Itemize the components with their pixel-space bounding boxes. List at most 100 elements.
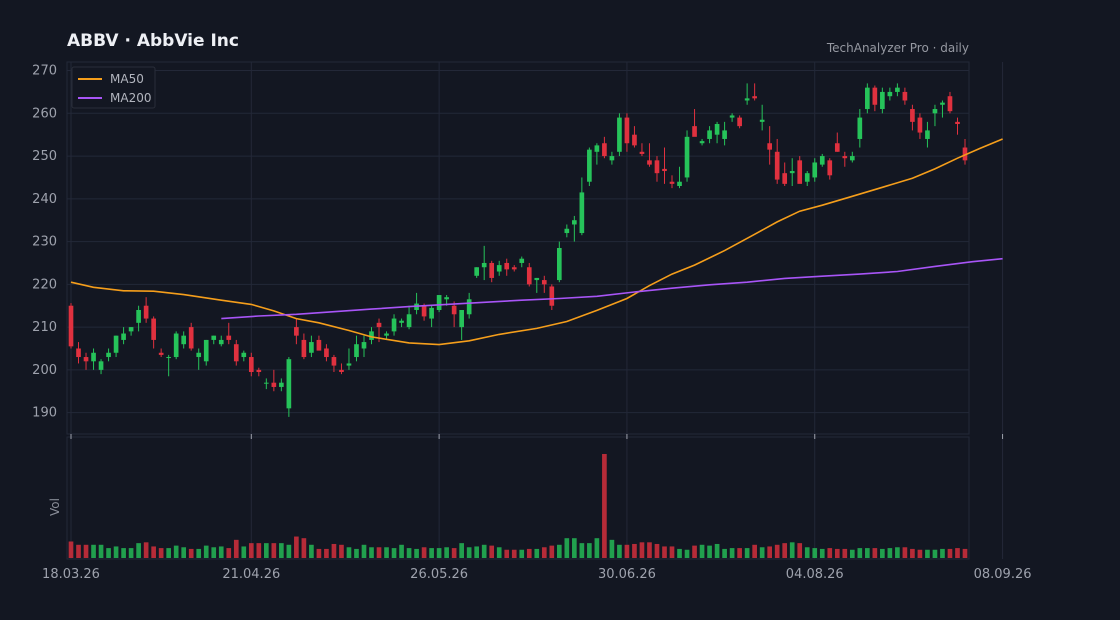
volume-bar (241, 546, 247, 558)
volume-bar (504, 549, 510, 558)
candle-body (692, 126, 697, 137)
candle-body (324, 348, 329, 358)
moving-average-lines (70, 138, 1003, 346)
candle-body (203, 339, 209, 362)
data-source-label: TechAnalyzer Pro · daily (826, 41, 969, 55)
volume-bars (68, 454, 968, 558)
volume-bar (714, 543, 720, 558)
candle-body (880, 91, 885, 110)
candle-body (857, 117, 863, 139)
candle-body (421, 305, 427, 317)
volume-bar (902, 547, 908, 558)
candle-body (68, 305, 74, 347)
volume-bar (466, 547, 472, 558)
volume-bar (369, 547, 374, 558)
volume-bar (887, 548, 893, 558)
candle-body (759, 119, 765, 122)
price-panel-frame (66, 61, 970, 435)
candle-body (196, 352, 202, 358)
volume-bar (692, 545, 697, 558)
volume-bar (203, 545, 209, 558)
volume-bar (925, 549, 930, 558)
y-tick-label: 250 (32, 149, 57, 164)
candle-body (910, 109, 915, 122)
volume-bar (444, 547, 449, 558)
candle-body (782, 173, 788, 184)
candle-body (91, 352, 96, 362)
volume-bar (181, 547, 187, 558)
volume-bar (436, 548, 442, 558)
volume-bar (602, 454, 607, 558)
volume-bar (474, 546, 480, 558)
candle-body (534, 277, 540, 281)
candle-body (173, 333, 179, 358)
volume-bar (587, 543, 592, 558)
volume-bar (391, 548, 397, 558)
volume-bar (226, 548, 232, 558)
candle-body (842, 156, 848, 159)
volume-bar (707, 545, 712, 558)
candle-body (752, 96, 757, 99)
volume-bar (722, 548, 727, 558)
candle-body (496, 265, 502, 272)
volume-bar (188, 548, 194, 558)
candle-body (962, 147, 968, 161)
x-tick-label: 18.03.26 (42, 567, 100, 582)
volume-bar (541, 547, 547, 558)
volume-bar (880, 548, 885, 558)
y-tick-label: 270 (32, 64, 57, 79)
volume-bar (279, 543, 284, 558)
candle-body (128, 327, 134, 332)
candle-body (511, 267, 517, 270)
candle-body (361, 342, 367, 349)
volume-bar (662, 546, 667, 558)
candle-body (714, 124, 720, 135)
volume-bar (309, 544, 314, 558)
candle-body (519, 258, 525, 263)
volume-bar (654, 543, 660, 558)
candle-body (654, 160, 660, 174)
candle-body (827, 160, 833, 176)
volume-bar (316, 548, 322, 558)
candle-body (541, 280, 547, 285)
volume-bar (834, 548, 840, 558)
volume-bar (526, 548, 532, 558)
candle-body (662, 168, 667, 172)
candle-body (925, 130, 930, 139)
volume-bar (549, 545, 555, 558)
y-tick-label: 210 (32, 320, 57, 335)
candle-body (617, 117, 622, 152)
volume-bar (579, 543, 585, 558)
candle-body (121, 333, 126, 340)
candle-body (526, 267, 532, 285)
volume-bar (143, 542, 149, 558)
volume-bar (256, 543, 262, 558)
candle-body (594, 145, 600, 152)
candle-body (98, 361, 104, 370)
candle-body (932, 109, 938, 114)
volume-bar (301, 538, 307, 558)
volume-bar (609, 539, 615, 558)
volume-bar (849, 549, 855, 558)
volume-bar (324, 548, 329, 558)
volume-bar (804, 547, 810, 558)
candle-body (917, 117, 923, 133)
volume-bar (136, 543, 141, 558)
candle-body (248, 357, 254, 372)
candle-body (481, 262, 487, 268)
volume-bar (744, 548, 750, 558)
volume-bar (121, 548, 126, 558)
volume-bar (872, 548, 878, 558)
volume-bar (782, 543, 788, 558)
x-tick-label: 26.05.26 (410, 567, 468, 582)
volume-bar (98, 544, 104, 558)
candle-body (158, 352, 164, 355)
candle-body (406, 314, 412, 328)
volume-bar (752, 544, 757, 558)
candle-body (677, 181, 682, 186)
candle-body (797, 160, 803, 184)
volume-bar (677, 548, 682, 558)
candle-body (902, 91, 908, 101)
volume-bar (797, 543, 803, 558)
candle-body (384, 333, 389, 336)
